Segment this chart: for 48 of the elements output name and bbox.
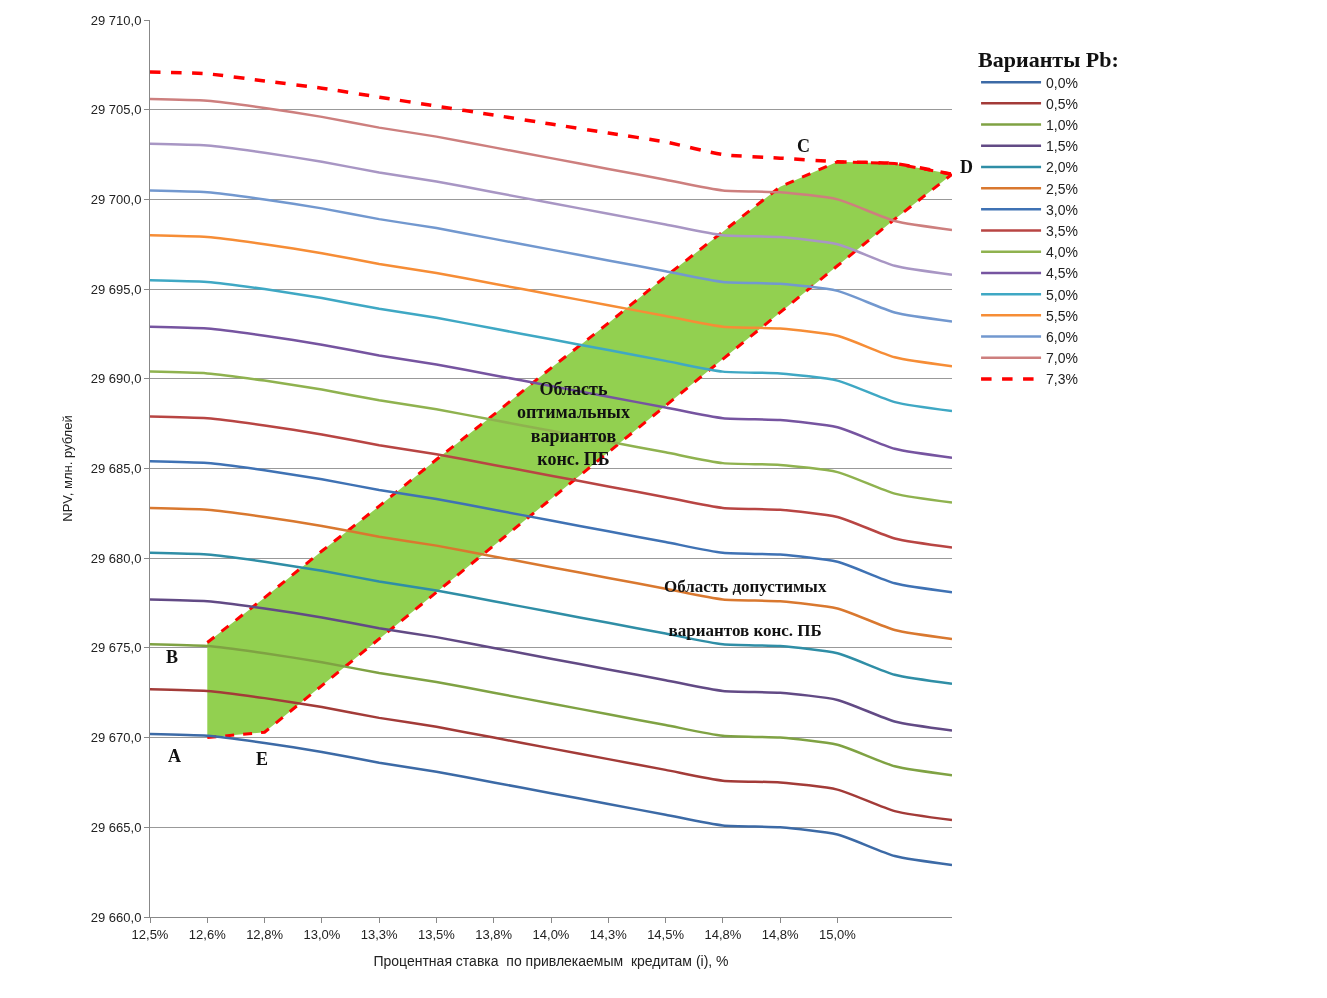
legend-label: 3,5% bbox=[1046, 223, 1078, 239]
legend-label: 6,0% bbox=[1046, 329, 1078, 345]
annotation: C bbox=[797, 136, 810, 156]
x-tick-label: 14,8% bbox=[704, 926, 742, 942]
x-tick-label: 12,5% bbox=[131, 926, 169, 942]
x-tick-label: 14,3% bbox=[589, 926, 628, 942]
x-tick-label: 14,0% bbox=[532, 926, 570, 942]
x-tick-label: 14,5% bbox=[647, 926, 685, 942]
legend-label: 7,3% bbox=[1046, 371, 1078, 388]
y-tick-label: 29 710,0 bbox=[90, 12, 142, 28]
legend-label: 5,0% bbox=[1046, 286, 1078, 303]
legend-label: 7,0% bbox=[1046, 350, 1078, 367]
legend-label: 1,0% bbox=[1046, 117, 1078, 133]
text: D bbox=[960, 157, 973, 177]
y-tick-label: 29 690,0 bbox=[90, 371, 142, 387]
annotation: B bbox=[166, 647, 179, 667]
annotation: A bbox=[168, 746, 181, 766]
y-tick-label: 29 705,0 bbox=[90, 102, 142, 118]
legend-title: Варианты Pb: bbox=[978, 46, 1119, 72]
legend-label: 0,5% bbox=[1046, 95, 1078, 112]
y-tick-label: 29 685,0 bbox=[90, 461, 142, 477]
y-tick-label: 29 695,0 bbox=[90, 281, 142, 297]
x-tick-label: 13,3% bbox=[360, 926, 398, 942]
y-tick-label: 29 675,0 bbox=[90, 640, 142, 656]
y-axis-title: NPV, млн. рублей bbox=[59, 415, 75, 522]
legend-label: 4,0% bbox=[1046, 244, 1078, 261]
legend-label: 5,5% bbox=[1046, 307, 1078, 324]
y-tick-label: 29 670,0 bbox=[90, 730, 142, 746]
x-tick-label: 14,8% bbox=[761, 926, 799, 942]
y-tick-label: 29 660,0 bbox=[90, 909, 142, 925]
legend-label: 3,0% bbox=[1046, 201, 1078, 218]
text: Область допустимых вариантов конс. ПБ bbox=[664, 577, 827, 641]
legend-label: 2,5% bbox=[1046, 180, 1078, 197]
x-tick-label: 12,6% bbox=[188, 926, 227, 942]
x-axis-title: Процентная ставка по привлекаемым кредитам (i), % bbox=[373, 952, 729, 969]
legend-label: 2,0% bbox=[1046, 159, 1078, 176]
annotation: E bbox=[256, 749, 269, 769]
x-tick-label: 13,5% bbox=[417, 926, 456, 942]
legend-label: 0,0% bbox=[1046, 74, 1078, 91]
legend-label: 4,5% bbox=[1046, 265, 1078, 282]
legend-label: 1,5% bbox=[1046, 138, 1078, 155]
y-tick-label: 29 700,0 bbox=[90, 191, 142, 207]
x-tick-label: 15,0% bbox=[818, 926, 857, 942]
y-tick-label: 29 680,0 bbox=[90, 550, 142, 566]
y-tick-label: 29 665,0 bbox=[90, 819, 142, 835]
x-tick-label: 12,8% bbox=[246, 926, 284, 942]
x-tick-label: 13,8% bbox=[475, 926, 513, 942]
x-tick-label: 13,0% bbox=[303, 926, 341, 942]
